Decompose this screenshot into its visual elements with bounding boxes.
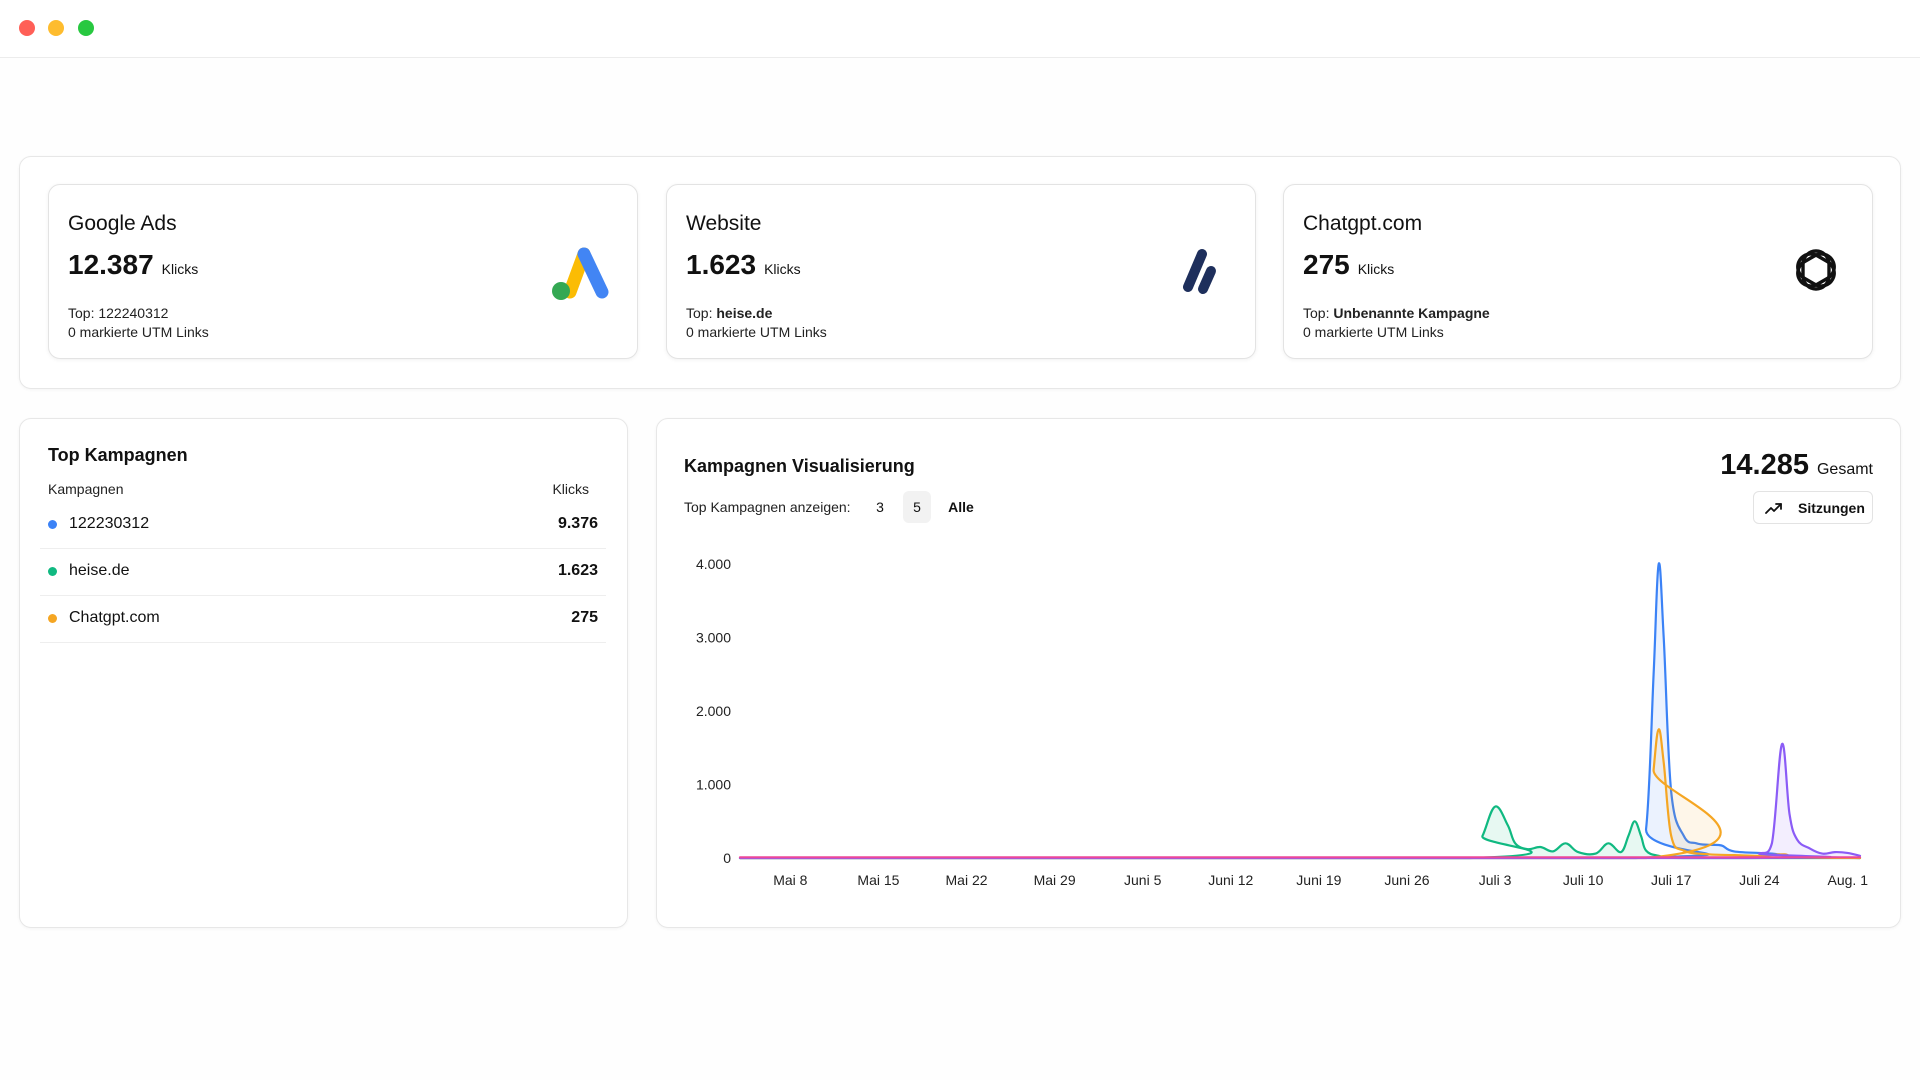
x-tick-label: Mai 8: [773, 872, 807, 888]
campaign-row[interactable]: 122230312 9.376: [40, 502, 606, 549]
top-campaigns-panel: Top Kampagnen Kampagnen Klicks 122230312…: [19, 418, 628, 928]
campaign-name: Chatgpt.com: [69, 609, 160, 626]
metric-sessions-button[interactable]: Sitzungen: [1753, 491, 1873, 524]
x-tick-label: Mai 22: [946, 872, 988, 888]
clicks-unit: Klicks: [764, 261, 801, 277]
source-card-website[interactable]: Website 1.623 Klicks Top: heise.de 0 mark…: [666, 184, 1256, 359]
clicks-count: 1.623 Klicks: [686, 249, 801, 280]
x-tick-label: Juni 5: [1124, 872, 1162, 888]
y-tick-label: 2.000: [696, 703, 731, 719]
top-campaign-value: Unbenannte Kampagne: [1333, 305, 1490, 321]
top-campaign-value: 122240312: [98, 305, 169, 321]
x-tick-label: Juni 26: [1384, 872, 1429, 888]
y-tick-label: 1.000: [696, 777, 731, 793]
column-header-campaigns: Kampagnen: [48, 481, 124, 497]
google-ads-logo: [552, 247, 609, 300]
utm-links-count: 0 markierte UTM Links: [1303, 324, 1444, 340]
y-tick-label: 0: [723, 850, 731, 866]
top-count-option-5[interactable]: 5: [903, 491, 931, 523]
clicks-unit: Klicks: [161, 261, 199, 277]
series-area: [740, 806, 1860, 858]
x-tick-label: Mai 15: [857, 872, 899, 888]
y-tick-label: 3.000: [696, 630, 731, 646]
source-name: Google Ads: [68, 212, 177, 235]
utm-links-count: 0 markierte UTM Links: [68, 324, 209, 340]
total-unit: Gesamt: [1816, 461, 1873, 478]
column-header-clicks: Klicks: [552, 481, 589, 497]
trending-up-icon: [1765, 503, 1782, 514]
campaign-visualization-panel: Kampagnen Visualisierung 14.285 Gesamt To…: [656, 418, 1901, 928]
top-count-option-3[interactable]: 3: [876, 499, 884, 515]
clicks-unit: Klicks: [1357, 261, 1395, 277]
campaign-row[interactable]: heise.de 1.623: [40, 549, 606, 596]
utm-links-count: 0 markierte UTM Links: [686, 324, 827, 340]
panel-title: Kampagnen Visualisierung: [684, 456, 915, 476]
campaign-name: heise.de: [69, 562, 130, 579]
source-name: Chatgpt.com: [1303, 212, 1423, 235]
panel-title: Top Kampagnen: [48, 445, 188, 465]
series-area: [740, 729, 1860, 858]
top-campaign-value: heise.de: [716, 305, 773, 321]
top-campaign-line: Top: Unbenannte Kampagne: [1303, 305, 1490, 321]
maximize-window-button[interactable]: [78, 20, 94, 36]
x-tick-label: Aug. 1: [1828, 872, 1869, 888]
x-tick-label: Juli 3: [1479, 872, 1512, 888]
total-sessions: 14.285 Gesamt: [1720, 449, 1873, 481]
window-titlebar: [0, 0, 1920, 58]
campaign-clicks: 275: [571, 609, 598, 626]
series-color-dot: [48, 520, 57, 529]
x-tick-label: Juli 17: [1651, 872, 1692, 888]
clicks-count: 12.387 Klicks: [68, 249, 199, 280]
y-tick-label: 4.000: [696, 556, 731, 572]
top-count-option-all[interactable]: Alle: [948, 499, 974, 515]
x-tick-label: Juni 19: [1296, 872, 1341, 888]
series-color-dot: [48, 614, 57, 623]
top-campaign-line: Top: 122240312: [68, 305, 169, 321]
campaign-area-chart[interactable]: 0 1.000 2.000 3.000 4.000 Mai 8 Mai 15 Mai 22 Ma…: [657, 419, 1902, 929]
show-top-campaigns-label: Top Kampagnen anzeigen:: [684, 499, 851, 515]
website-logo: [1183, 249, 1216, 294]
campaign-row[interactable]: Chatgpt.com 275: [40, 596, 606, 643]
top-campaign-line: Top: heise.de: [686, 305, 773, 321]
x-tick-label: Juli 24: [1739, 872, 1780, 888]
clicks-count: 275 Klicks: [1303, 249, 1395, 280]
metric-label: Sitzungen: [1798, 500, 1865, 516]
campaign-name: 122230312: [69, 515, 150, 532]
minimize-window-button[interactable]: [48, 20, 64, 36]
source-card-google-ads[interactable]: Google Ads 12.387 Klicks Top: 122240312 0…: [48, 184, 638, 359]
x-tick-label: Juli 10: [1563, 872, 1604, 888]
campaign-clicks: 9.376: [557, 515, 598, 532]
campaign-clicks: 1.623: [557, 562, 598, 579]
series-color-dot: [48, 567, 57, 576]
series-line-1[interactable]: [738, 805, 1862, 860]
x-tick-label: Juni 12: [1208, 872, 1253, 888]
x-tick-label: Mai 29: [1034, 872, 1076, 888]
openai-logo: [1796, 249, 1836, 291]
source-card-chatgpt[interactable]: Chatgpt.com 275 Klicks Top: Unbenannte Ka…: [1283, 184, 1873, 359]
close-window-button[interactable]: [19, 20, 35, 36]
source-name: Website: [686, 212, 762, 235]
